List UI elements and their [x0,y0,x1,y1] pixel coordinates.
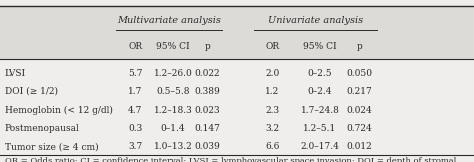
Text: 2.0–17.4: 2.0–17.4 [301,142,339,151]
Text: OR: OR [265,42,280,51]
Text: 0.147: 0.147 [195,124,220,133]
Text: 3.2: 3.2 [265,124,280,133]
Text: Univariate analysis: Univariate analysis [268,16,363,25]
Text: 0–2.5: 0–2.5 [308,69,332,78]
Text: 95% CI: 95% CI [303,42,337,51]
Text: Hemoglobin (< 12 g/dl): Hemoglobin (< 12 g/dl) [5,106,113,115]
Text: 0.022: 0.022 [195,69,220,78]
Text: 6.6: 6.6 [265,142,280,151]
Text: 1.2–5.1: 1.2–5.1 [303,124,337,133]
Text: 1.7: 1.7 [128,87,142,96]
Text: OR = Odds ratio; CI = confidence interval; LVSI = lymphovascular space invasion;: OR = Odds ratio; CI = confidence interva… [5,157,456,162]
Text: 3.7: 3.7 [128,142,142,151]
Text: 0–2.4: 0–2.4 [308,87,332,96]
Text: Tumor size (≥ 4 cm): Tumor size (≥ 4 cm) [5,142,99,151]
Text: 1.0–13.2: 1.0–13.2 [154,142,192,151]
Text: 1.2: 1.2 [265,87,280,96]
Text: 5.7: 5.7 [128,69,142,78]
Text: 0.023: 0.023 [195,106,220,115]
Text: 0.217: 0.217 [346,87,372,96]
Text: 0.050: 0.050 [346,69,372,78]
Text: DOI (≥ 1/2): DOI (≥ 1/2) [5,87,58,96]
Text: 1.2–18.3: 1.2–18.3 [154,106,192,115]
Text: 0.039: 0.039 [195,142,220,151]
Text: Postmenopausal: Postmenopausal [5,124,80,133]
Text: 4.7: 4.7 [128,106,142,115]
Text: 0.389: 0.389 [195,87,220,96]
Bar [0,6,474,59]
Text: 0.724: 0.724 [346,124,372,133]
Text: 0.012: 0.012 [346,142,372,151]
Text: OR: OR [128,42,142,51]
Text: LVSI: LVSI [5,69,26,78]
Text: 0.3: 0.3 [128,124,142,133]
Text: p: p [205,42,210,51]
Text: 0.024: 0.024 [346,106,372,115]
Text: Multivariate analysis: Multivariate analysis [117,16,221,25]
Text: 2.0: 2.0 [265,69,280,78]
Text: 1.7–24.8: 1.7–24.8 [301,106,339,115]
Text: 1.2–26.0: 1.2–26.0 [154,69,192,78]
Text: 2.3: 2.3 [265,106,280,115]
Text: 0.5–5.8: 0.5–5.8 [156,87,190,96]
Text: p: p [356,42,362,51]
Text: 95% CI: 95% CI [156,42,190,51]
Text: 0–1.4: 0–1.4 [161,124,185,133]
